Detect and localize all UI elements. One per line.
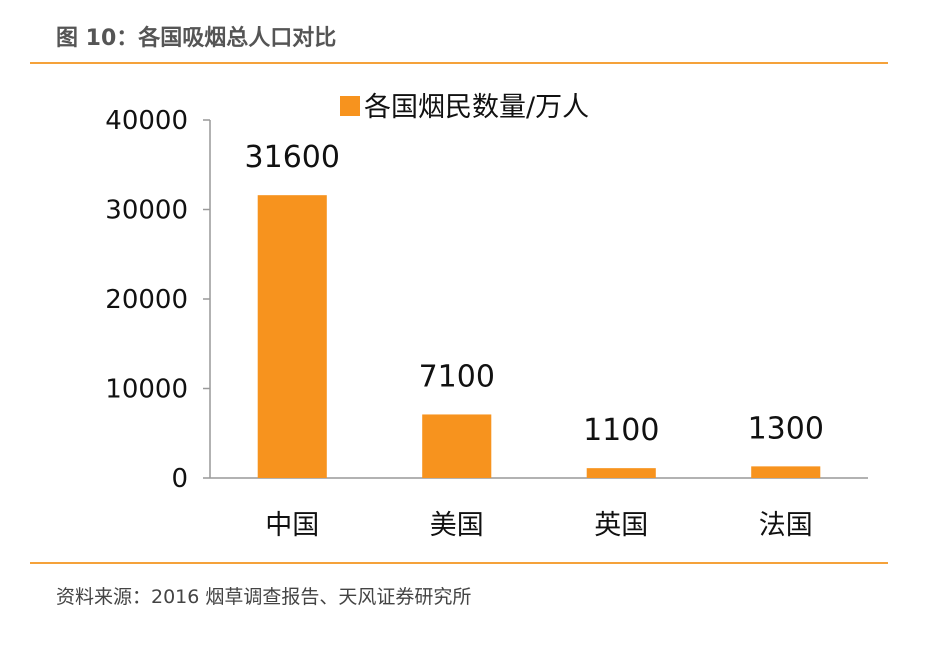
y-tick-label: 20000	[105, 285, 188, 315]
bottom-divider	[30, 562, 888, 564]
y-axis-ticks: 0 10000 20000 30000 40000	[105, 106, 210, 494]
bar	[751, 466, 821, 478]
x-category-label: 法国	[759, 510, 813, 541]
legend: 各国烟民数量/万人	[340, 92, 589, 123]
y-tick-label: 0	[171, 464, 188, 494]
y-tick-label: 40000	[105, 106, 188, 136]
figure-title: 图 10：各国吸烟总人口对比	[56, 26, 337, 51]
legend-swatch	[340, 96, 360, 116]
bar	[422, 414, 492, 478]
x-category-label: 中国	[265, 510, 319, 541]
x-axis-categories: 中国 美国 英国 法国	[265, 510, 813, 541]
source-note: 资料来源：2016 烟草调查报告、天风证券研究所	[56, 586, 472, 608]
bar-value-label: 7100	[419, 359, 495, 394]
bar-value-label: 31600	[245, 140, 340, 175]
y-tick-label: 30000	[105, 196, 188, 226]
bar-value-label: 1300	[748, 411, 824, 446]
bars: 31600 7100 1100 1300	[245, 140, 824, 478]
legend-label: 各国烟民数量/万人	[364, 92, 589, 123]
bar-value-label: 1100	[583, 413, 659, 448]
bar	[257, 195, 327, 478]
x-category-label: 英国	[594, 510, 648, 541]
bar	[586, 468, 656, 478]
top-divider	[30, 62, 888, 64]
y-tick-label: 10000	[105, 375, 188, 405]
x-category-label: 美国	[430, 510, 484, 541]
